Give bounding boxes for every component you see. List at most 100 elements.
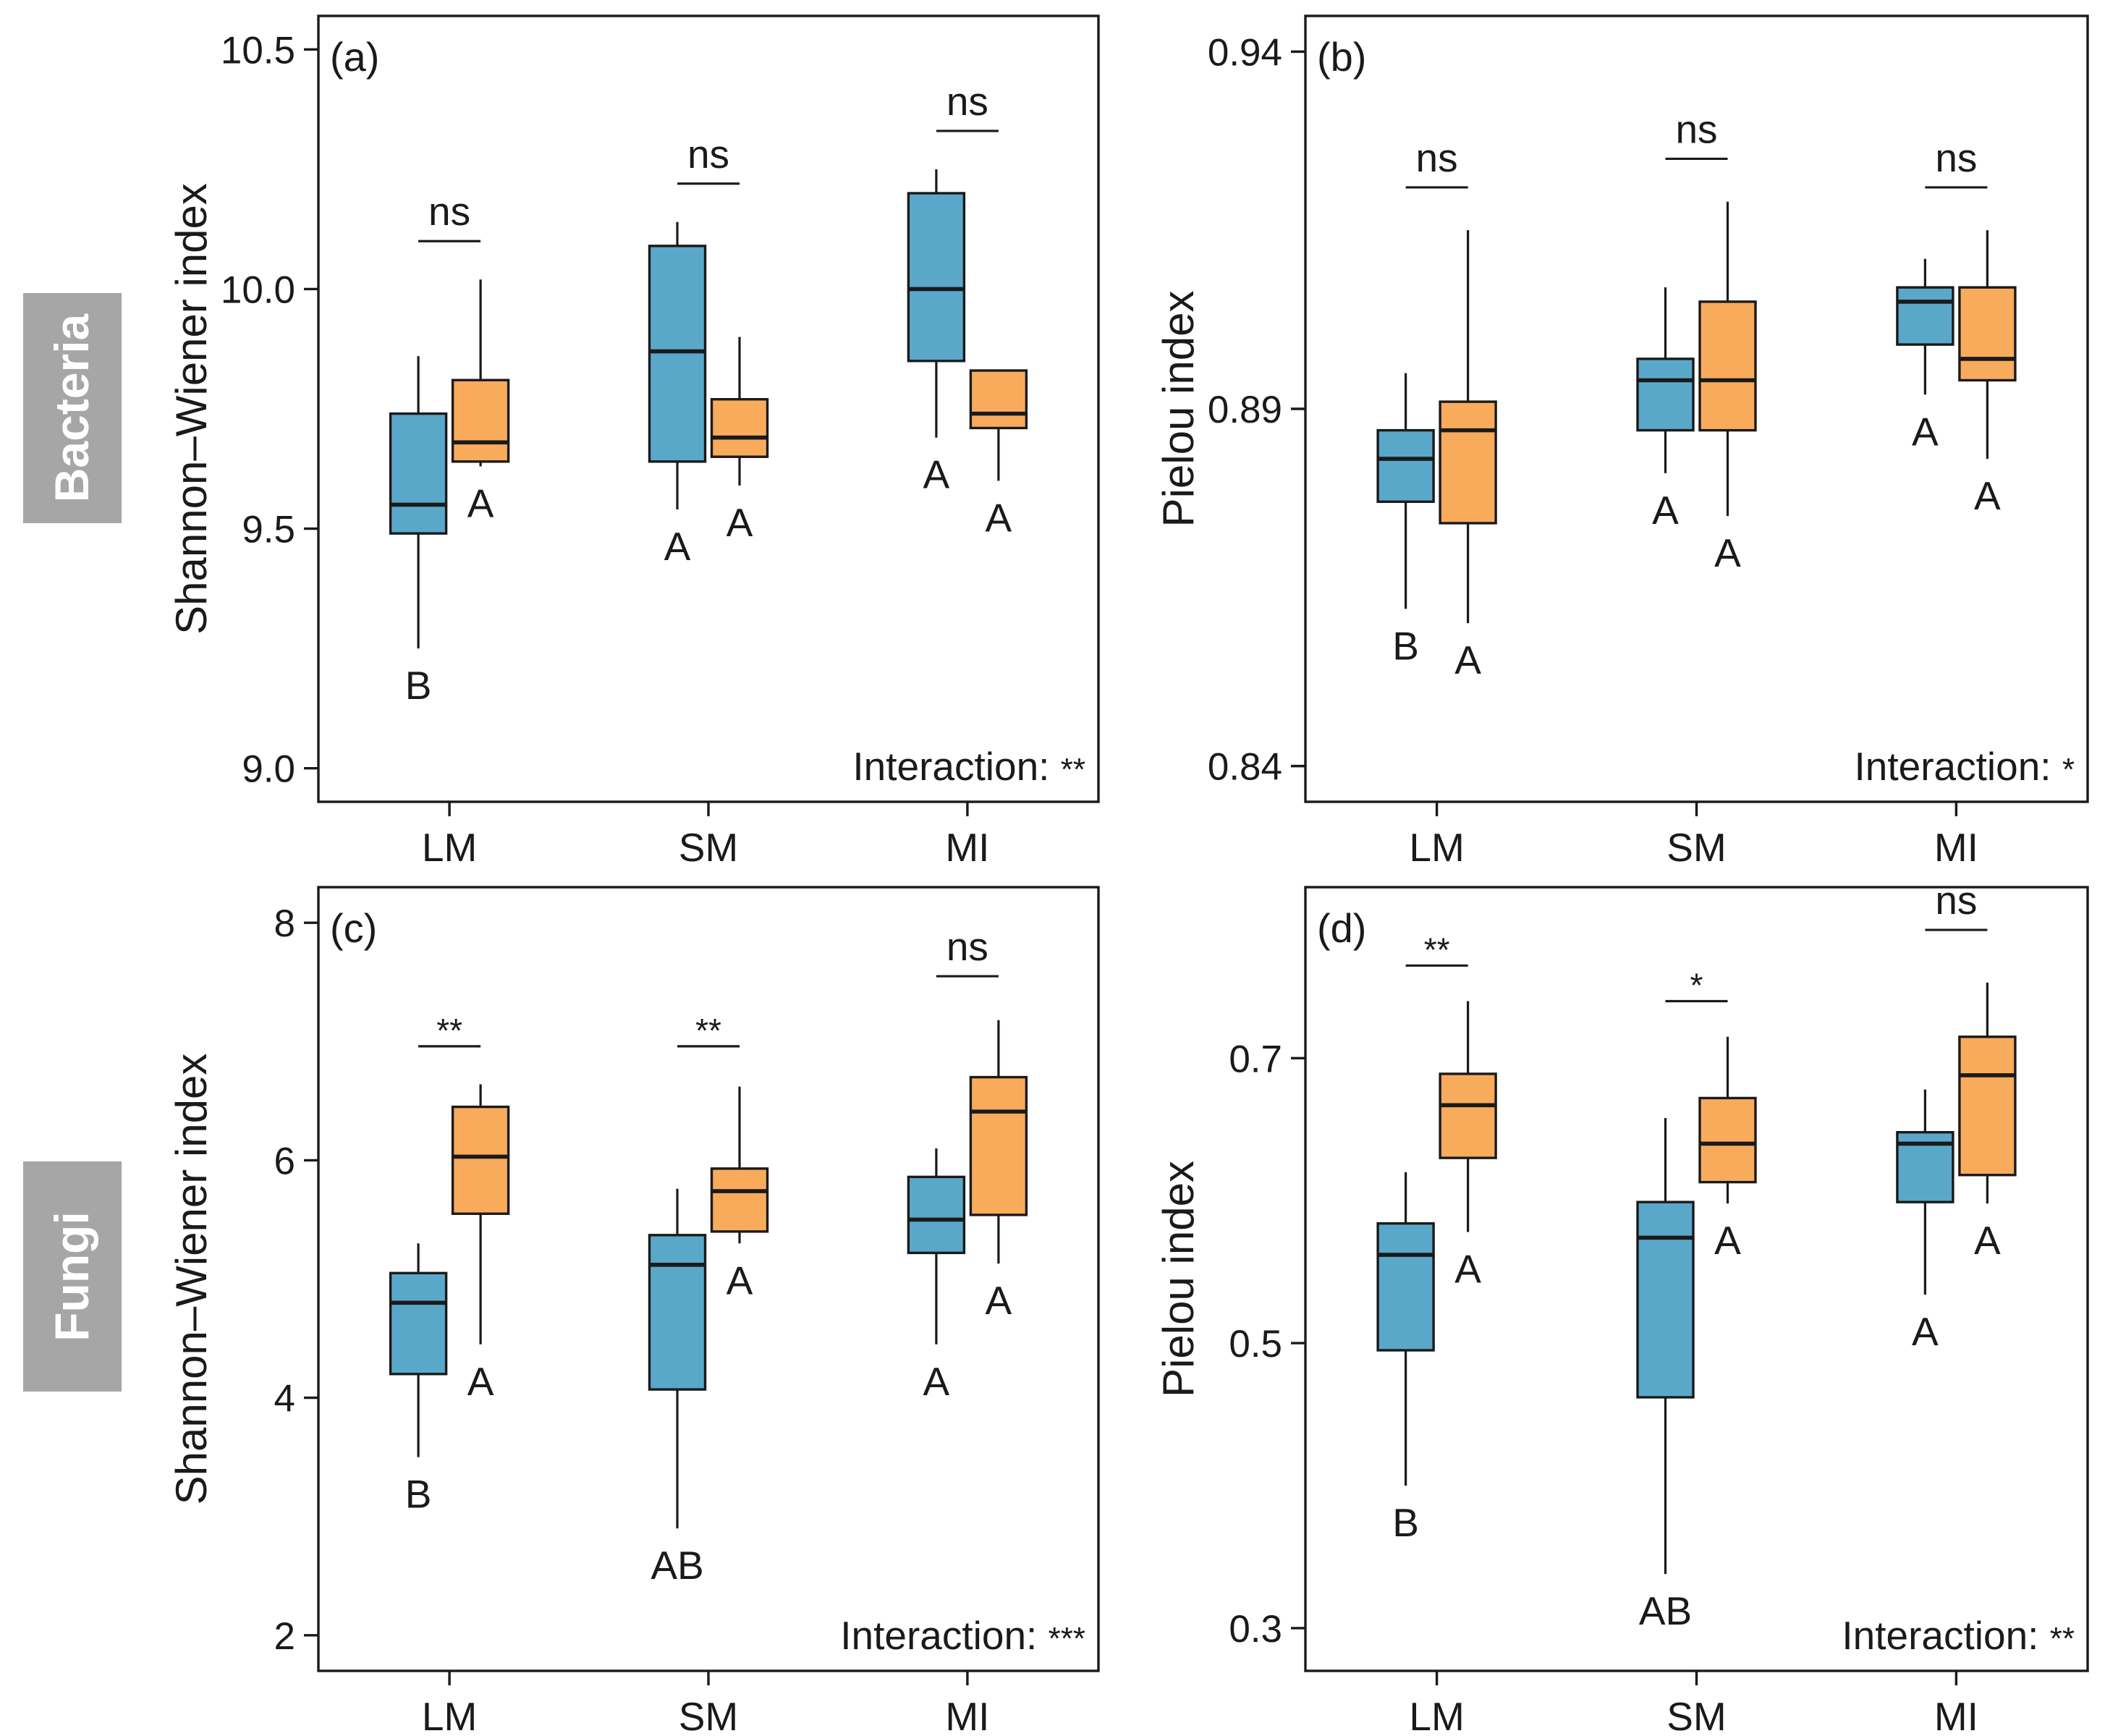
panel-label: (b): [1317, 34, 1366, 80]
group-letter: AB: [651, 1543, 703, 1588]
group-letter: A: [923, 1359, 950, 1404]
row-label-bacteria-box: [23, 293, 122, 523]
interaction-annotation: Interaction: ***: [840, 1613, 1085, 1658]
x-tick-label: SM: [1666, 1694, 1727, 1736]
group-letter: A: [986, 495, 1012, 540]
box-blue: [648, 1234, 707, 1391]
box-blue: [907, 1175, 966, 1255]
significance-label: **: [1424, 931, 1450, 968]
box-blue: [1376, 1222, 1435, 1352]
y-tick-label: 10.5: [221, 29, 295, 72]
panel-label: (d): [1317, 905, 1366, 951]
x-tick-label: MI: [1934, 825, 1978, 870]
significance-label: ns: [1675, 106, 1717, 151]
row-label-bacteria-text: Bacteria: [45, 313, 98, 502]
y-tick-label: 4: [274, 1378, 295, 1420]
y-tick-label: 8: [274, 902, 295, 945]
group-letter: B: [1392, 1500, 1419, 1545]
x-tick-label: LM: [1409, 1694, 1464, 1736]
y-tick-label: 0.84: [1208, 746, 1282, 789]
interaction-annotation: Interaction: **: [852, 744, 1085, 789]
significance-label: ns: [428, 189, 470, 234]
x-tick-label: LM: [422, 1694, 477, 1736]
group-letter: A: [1652, 488, 1679, 533]
group-letter: B: [1392, 623, 1419, 668]
row-label-fungi-box: [23, 1161, 122, 1392]
interaction-stars: *: [2062, 752, 2075, 787]
group-letter: A: [467, 1359, 494, 1404]
group-letter: AB: [1639, 1588, 1692, 1633]
significance-label: **: [695, 1012, 721, 1049]
group-letter: A: [1714, 1218, 1741, 1263]
row-label-fungi-text: Fungi: [45, 1211, 98, 1342]
y-tick-label: 6: [274, 1140, 295, 1182]
y-tick-label: 0.89: [1208, 389, 1282, 431]
x-tick-label: MI: [945, 1694, 989, 1736]
group-letter: A: [923, 452, 950, 497]
box-orange: [710, 1167, 769, 1233]
x-tick-label: SM: [679, 825, 739, 870]
group-letter: A: [1974, 473, 2001, 518]
row-label-bacteria: Bacteria: [23, 293, 122, 523]
group-letter: A: [727, 500, 753, 545]
interaction-label: Interaction:: [840, 1613, 1048, 1658]
box-orange: [1958, 1036, 2017, 1177]
box-orange: [969, 1075, 1028, 1216]
y-tick-label: 0.7: [1229, 1038, 1282, 1080]
y-axis-title: Shannon–Wiener index: [167, 183, 216, 635]
group-letter: B: [405, 663, 432, 708]
group-letter: A: [1454, 1247, 1481, 1292]
group-letter: A: [1974, 1218, 2001, 1263]
interaction-stars: **: [1061, 752, 1085, 787]
interaction-annotation: Interaction: *: [1854, 744, 2075, 789]
group-letter: A: [986, 1278, 1012, 1323]
row-label-fungi: Fungi: [23, 1161, 122, 1392]
box-orange: [1439, 1072, 1497, 1159]
interaction-label: Interaction:: [1842, 1613, 2049, 1658]
group-letter: A: [1912, 409, 1939, 454]
y-axis-title: Pielou index: [1154, 1161, 1203, 1397]
significance-label: *: [1690, 967, 1703, 1004]
interaction-label: Interaction:: [1854, 744, 2062, 789]
group-letter: A: [1912, 1309, 1939, 1354]
x-tick-label: LM: [1409, 825, 1464, 870]
y-axis-title: Shannon–Wiener index: [167, 1054, 216, 1505]
significance-label: ns: [1416, 135, 1458, 180]
panels: (a) 9.0 9.5 10.0 10.5 Shannon–Wiener index LM B…: [167, 14, 2089, 1736]
significance-label: ns: [1935, 878, 1977, 923]
panel-a: (a) 9.0 9.5 10.0 10.5 Shannon–Wiener index LM B…: [167, 14, 1100, 870]
box-orange: [710, 398, 769, 458]
box-orange: [1439, 400, 1497, 525]
box-blue: [1896, 286, 1954, 346]
box-orange: [451, 378, 510, 463]
y-tick-label: 2: [274, 1615, 295, 1658]
significance-label: ns: [1935, 135, 1977, 180]
x-tick-label: SM: [1666, 825, 1727, 870]
significance-label: ns: [946, 79, 988, 124]
y-tick-label: 9.0: [242, 748, 295, 791]
significance-label: **: [436, 1012, 462, 1049]
box-blue: [907, 192, 966, 363]
y-tick-label: 0.3: [1229, 1608, 1282, 1651]
group-letter: A: [467, 480, 494, 525]
group-letter: A: [1714, 530, 1741, 575]
x-tick-label: MI: [1934, 1694, 1978, 1736]
panel-label: (c): [330, 905, 377, 951]
panel-c: (c) 2 4 6 8 Shannon–Wiener index LM B A ** SM AB A **…: [167, 886, 1100, 1736]
group-letter: A: [1454, 638, 1481, 682]
y-tick-label: 9.5: [242, 509, 295, 551]
box-blue: [648, 245, 707, 463]
y-tick-label: 0.94: [1208, 31, 1282, 74]
group-letter: B: [405, 1472, 432, 1517]
interaction-annotation: Interaction: **: [1842, 1613, 2075, 1658]
box-blue: [389, 412, 448, 535]
x-tick-label: SM: [679, 1694, 739, 1736]
panel-label: (a): [330, 34, 379, 80]
panel-d: (d) 0.3 0.5 0.7 Pielou index LM B A ** SM AB A * MI A A…: [1154, 878, 2089, 1736]
interaction-stars: **: [2050, 1621, 2075, 1656]
interaction-stars: ***: [1049, 1621, 1085, 1656]
box-blue: [1376, 428, 1435, 504]
x-tick-label: LM: [422, 825, 477, 870]
